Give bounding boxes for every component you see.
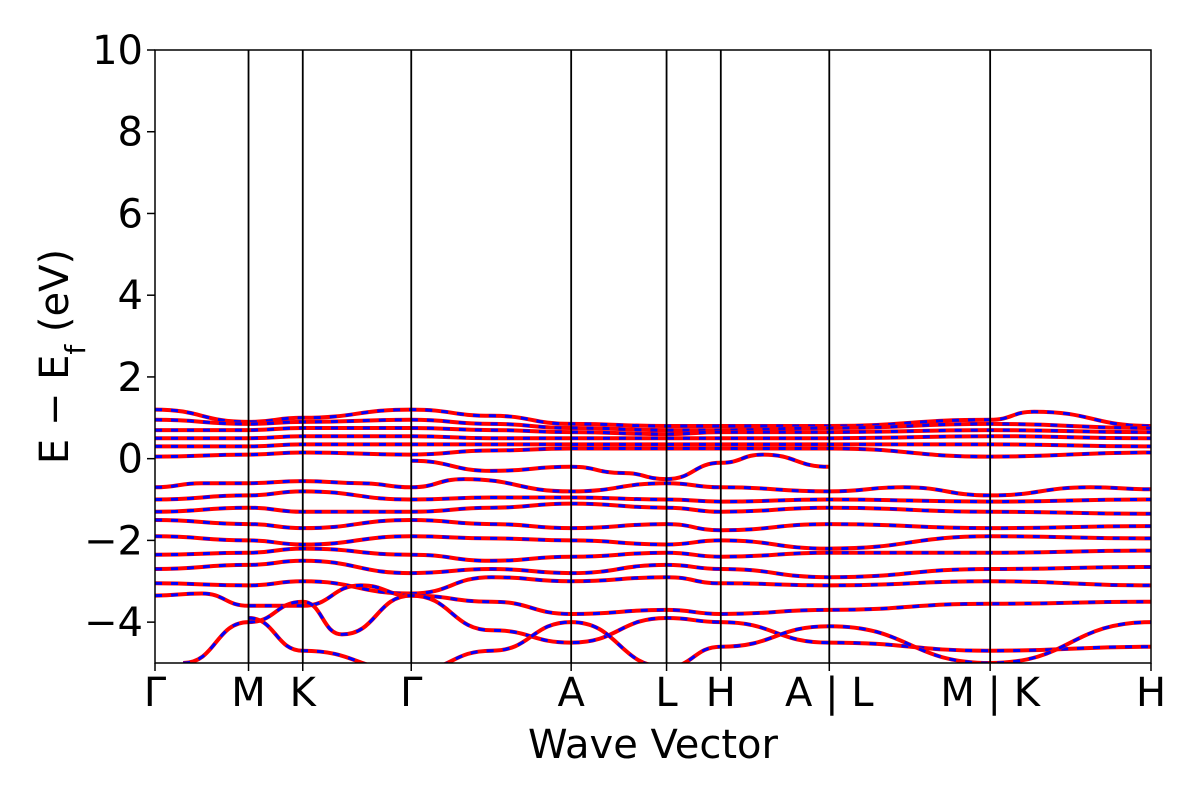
y-axis-ticks: −4 −2 0 2 4 6 8 10 <box>84 28 155 646</box>
band-7-spin-down <box>411 453 830 481</box>
y-axis-title-main: E − E <box>32 355 78 465</box>
band-16-spin-up <box>155 583 1151 617</box>
band-4-spin-down <box>155 434 1151 440</box>
y-tick-label-7: 8 <box>118 110 143 156</box>
band-13-spin-down <box>155 547 1151 563</box>
band-15-spin-down <box>155 575 1151 596</box>
y-tick-label-1: −4 <box>84 600 143 646</box>
x-tick-label-3: K <box>290 670 318 716</box>
y-tick-label-4: 2 <box>118 355 143 401</box>
band-3-spin-down <box>155 426 1151 436</box>
y-axis-title-subscript: f <box>59 344 92 355</box>
band-2-spin-down <box>155 418 1151 432</box>
x-axis-title: Wave Vector <box>528 722 779 768</box>
x-tick-label-6: L <box>655 670 678 716</box>
plot-frame <box>154 49 1152 664</box>
x-tick-label-2: M <box>231 670 266 716</box>
band-9-spin-down <box>155 489 1151 504</box>
band-10-spin-down <box>155 502 1151 516</box>
y-tick-label-2: −2 <box>84 518 143 564</box>
band-18-spin-down <box>248 616 1151 663</box>
x-tick-label-1: Γ <box>144 670 167 716</box>
band-15-spin-up <box>155 575 1151 596</box>
x-tick-label-4: Γ <box>400 670 423 716</box>
y-tick-label-8: 10 <box>92 28 143 74</box>
band-7-spin-up <box>411 452 830 482</box>
kpoint-separator-lines <box>247 50 992 663</box>
x-tick-label-5: A <box>557 670 585 716</box>
y-axis-title: E − Ef (eV) <box>32 249 92 464</box>
y-axis-title-unit: (eV) <box>32 249 78 345</box>
x-tick-label-7: H <box>706 670 736 716</box>
y-tick-label-3: 0 <box>118 437 143 483</box>
x-tick-label-8: A | L <box>785 670 874 716</box>
band-5-spin-down <box>155 442 1151 448</box>
band-17-spin-down <box>183 594 1151 663</box>
y-tick-label-5: 4 <box>118 273 143 319</box>
band-11-spin-down <box>155 518 1151 532</box>
y-tick-label-6: 6 <box>118 191 143 237</box>
band-8-spin-down <box>155 477 1151 497</box>
band-12-spin-down <box>155 534 1151 551</box>
band-16-spin-down <box>155 583 1151 616</box>
band-6-spin-down <box>155 446 1151 459</box>
x-tick-label-9: M | K <box>940 670 1041 716</box>
x-tick-label-10: H <box>1136 670 1166 716</box>
band-lines <box>155 407 1151 663</box>
